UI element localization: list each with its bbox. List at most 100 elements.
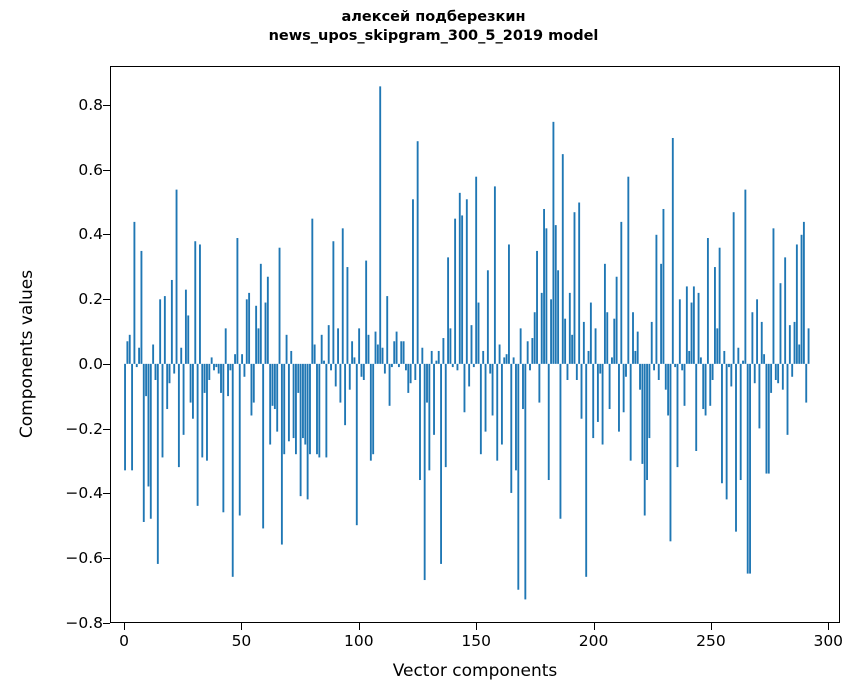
bar: [227, 363, 229, 397]
bar: [444, 363, 447, 468]
bar: [402, 341, 405, 364]
bar: [140, 250, 143, 364]
bar: [685, 286, 688, 364]
bar: [437, 350, 440, 364]
bar: [508, 244, 510, 364]
bar: [355, 363, 358, 526]
bar: [325, 363, 328, 458]
bar: [552, 121, 555, 364]
bar: [234, 354, 237, 364]
bar: [709, 363, 712, 406]
bar: [667, 363, 670, 416]
bar: [718, 247, 721, 364]
bar: [690, 302, 693, 364]
bar: [627, 176, 630, 364]
bar: [163, 296, 166, 364]
bar: [489, 363, 492, 374]
bar: [428, 363, 431, 471]
bar: [383, 363, 386, 374]
bar: [285, 334, 288, 364]
bar: [582, 321, 585, 364]
bar: [561, 154, 564, 364]
bar: [463, 363, 466, 413]
bar: [367, 334, 370, 364]
bar: [592, 363, 595, 439]
bar: [550, 299, 553, 364]
bars-svg: [124, 86, 810, 600]
bar: [603, 263, 606, 364]
bar: [409, 363, 412, 384]
x-tick-mark: [241, 623, 243, 630]
bar: [596, 363, 599, 422]
bar: [269, 363, 272, 445]
bar: [339, 363, 342, 403]
bar: [287, 363, 290, 442]
bar: [620, 221, 623, 364]
chart-title-line-1: алексей подберезкин: [341, 9, 526, 25]
bar: [426, 363, 428, 403]
bar: [280, 363, 283, 545]
bar: [297, 363, 300, 393]
bar: [568, 292, 571, 364]
bar: [236, 238, 239, 364]
y-tick-mark: [103, 363, 110, 365]
bar: [299, 363, 302, 497]
y-tick-mark: [103, 623, 110, 624]
bar: [742, 360, 744, 364]
bar: [788, 325, 791, 364]
bar: [585, 363, 588, 577]
bar: [376, 344, 379, 364]
bar: [238, 363, 241, 516]
bar: [606, 312, 609, 364]
bar: [632, 312, 634, 364]
chart-title-line-2: news_upos_skipgram_300_5_2019 model: [268, 28, 599, 45]
bar: [461, 215, 464, 364]
bar: [175, 189, 178, 364]
bar: [566, 363, 569, 380]
bar: [264, 302, 267, 364]
bar: [472, 363, 475, 368]
bar: [449, 328, 452, 364]
y-tick-label: 0.8: [78, 95, 103, 114]
bar: [161, 363, 164, 458]
bar: [257, 328, 260, 364]
bar: [177, 363, 180, 468]
y-tick-label: 0.2: [78, 290, 103, 309]
bar: [475, 176, 478, 364]
bar: [746, 363, 749, 574]
bar: [571, 334, 574, 364]
y-axis-title: Components values: [17, 269, 37, 439]
bar: [152, 344, 155, 364]
bar: [407, 363, 410, 393]
bar: [327, 325, 330, 364]
bar: [353, 357, 356, 364]
bar: [781, 363, 784, 390]
bar: [622, 363, 625, 413]
bar: [173, 363, 176, 374]
x-tick-mark: [358, 623, 360, 630]
bar: [187, 315, 190, 364]
bar: [739, 363, 742, 481]
bar: [526, 341, 529, 364]
bar: [126, 341, 129, 364]
x-tick-label: 150: [461, 632, 491, 650]
bar: [182, 363, 185, 435]
bar: [365, 260, 368, 364]
bar: [199, 244, 201, 364]
bar: [554, 225, 557, 364]
bar: [217, 363, 220, 374]
bar: [699, 357, 702, 364]
bar: [587, 350, 590, 364]
bar: [135, 363, 138, 368]
bar: [395, 331, 398, 364]
bar: [725, 363, 728, 500]
chart-title: алексей подберезкин news_upos_skipgram_3…: [0, 8, 867, 46]
bar: [573, 212, 576, 364]
bar: [470, 325, 473, 364]
bar: [538, 363, 541, 403]
bar: [351, 341, 354, 364]
bar: [468, 363, 471, 387]
bar: [124, 363, 126, 471]
bar: [344, 363, 347, 426]
bar: [601, 363, 604, 445]
